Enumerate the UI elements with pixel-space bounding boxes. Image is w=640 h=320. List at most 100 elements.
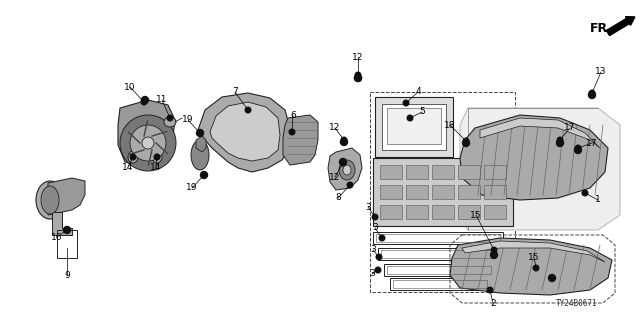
Ellipse shape — [191, 140, 209, 170]
Circle shape — [376, 254, 382, 260]
FancyBboxPatch shape — [432, 165, 454, 179]
Circle shape — [340, 139, 348, 146]
Ellipse shape — [152, 151, 162, 163]
Circle shape — [589, 90, 595, 96]
Polygon shape — [462, 241, 605, 262]
Ellipse shape — [36, 181, 64, 219]
Text: 2: 2 — [490, 299, 496, 308]
Text: 7: 7 — [232, 87, 238, 97]
Text: 12: 12 — [352, 52, 364, 61]
Circle shape — [548, 275, 556, 282]
FancyBboxPatch shape — [380, 185, 402, 199]
Ellipse shape — [41, 186, 59, 214]
Text: 5: 5 — [419, 108, 425, 116]
Ellipse shape — [131, 154, 136, 160]
Circle shape — [130, 125, 166, 161]
Ellipse shape — [339, 160, 355, 180]
Circle shape — [487, 287, 493, 293]
Circle shape — [289, 129, 295, 135]
Circle shape — [154, 154, 160, 160]
Circle shape — [341, 137, 347, 143]
Circle shape — [375, 267, 381, 273]
Circle shape — [557, 137, 563, 143]
Polygon shape — [450, 238, 612, 295]
Circle shape — [355, 75, 362, 82]
Text: 10: 10 — [124, 83, 136, 92]
Circle shape — [197, 130, 203, 136]
FancyBboxPatch shape — [382, 104, 446, 150]
Circle shape — [120, 115, 176, 171]
Circle shape — [589, 92, 595, 99]
Circle shape — [372, 214, 378, 220]
Text: 1: 1 — [595, 196, 601, 204]
FancyBboxPatch shape — [458, 165, 480, 179]
Text: 18: 18 — [444, 121, 456, 130]
Text: 9: 9 — [64, 270, 70, 279]
Text: 15: 15 — [470, 211, 482, 220]
Ellipse shape — [164, 117, 176, 127]
Text: 12: 12 — [330, 172, 340, 181]
Circle shape — [557, 140, 563, 147]
FancyBboxPatch shape — [373, 158, 513, 226]
FancyBboxPatch shape — [458, 185, 480, 199]
FancyArrow shape — [607, 17, 635, 36]
FancyBboxPatch shape — [406, 205, 428, 219]
Circle shape — [355, 75, 362, 82]
FancyBboxPatch shape — [484, 185, 506, 199]
Circle shape — [167, 115, 173, 121]
Text: 15: 15 — [528, 252, 540, 261]
Text: 3: 3 — [370, 245, 376, 254]
Circle shape — [407, 115, 413, 121]
Polygon shape — [118, 100, 175, 168]
FancyBboxPatch shape — [484, 165, 506, 179]
Ellipse shape — [128, 151, 138, 163]
Text: 13: 13 — [595, 68, 607, 76]
Circle shape — [533, 265, 539, 271]
Text: 11: 11 — [156, 95, 168, 105]
Circle shape — [63, 227, 70, 234]
Circle shape — [463, 138, 468, 144]
Circle shape — [201, 172, 207, 178]
FancyBboxPatch shape — [406, 185, 428, 199]
Circle shape — [463, 140, 470, 147]
Polygon shape — [48, 178, 85, 215]
Polygon shape — [196, 136, 206, 152]
Circle shape — [142, 137, 154, 149]
Circle shape — [490, 252, 497, 259]
Text: 3: 3 — [365, 203, 371, 212]
Circle shape — [340, 160, 346, 166]
Text: 12: 12 — [330, 124, 340, 132]
FancyBboxPatch shape — [375, 97, 453, 157]
Polygon shape — [283, 115, 318, 165]
Circle shape — [403, 100, 409, 106]
Circle shape — [347, 182, 353, 188]
Polygon shape — [480, 118, 600, 148]
Circle shape — [339, 158, 346, 165]
Ellipse shape — [343, 165, 351, 175]
Ellipse shape — [154, 154, 159, 160]
Text: 8: 8 — [335, 194, 341, 203]
Text: 19: 19 — [182, 116, 194, 124]
Text: TY24B0671: TY24B0671 — [556, 299, 597, 308]
Polygon shape — [210, 102, 280, 161]
FancyBboxPatch shape — [387, 108, 441, 144]
FancyBboxPatch shape — [380, 205, 402, 219]
Text: FR.: FR. — [590, 21, 613, 35]
Polygon shape — [460, 115, 608, 200]
FancyBboxPatch shape — [458, 205, 480, 219]
FancyBboxPatch shape — [432, 185, 454, 199]
FancyBboxPatch shape — [432, 205, 454, 219]
Text: 17: 17 — [564, 124, 576, 132]
Circle shape — [379, 235, 385, 241]
Polygon shape — [198, 93, 290, 172]
Text: 4: 4 — [415, 87, 421, 97]
Text: 6: 6 — [290, 110, 296, 119]
Circle shape — [355, 72, 361, 78]
Polygon shape — [328, 148, 362, 190]
Circle shape — [141, 99, 147, 105]
Polygon shape — [52, 212, 72, 235]
Polygon shape — [460, 108, 620, 230]
Text: 14: 14 — [122, 163, 134, 172]
Circle shape — [492, 247, 497, 253]
FancyBboxPatch shape — [380, 165, 402, 179]
